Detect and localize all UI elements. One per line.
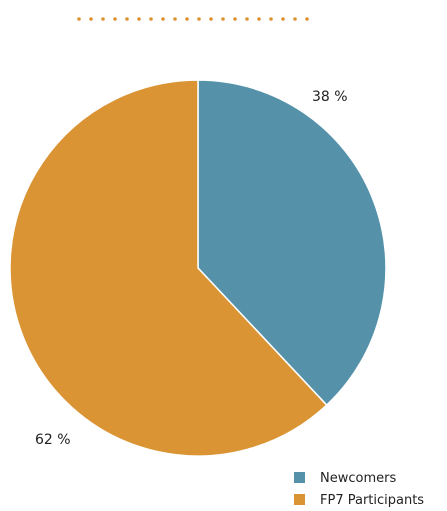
dotted-divider-dot	[173, 17, 177, 21]
dotted-divider-dot	[197, 17, 201, 21]
dotted-divider-dot	[89, 17, 93, 21]
dotted-divider-dot	[161, 17, 165, 21]
dotted-divider-dot	[101, 17, 105, 21]
dotted-divider-dot	[137, 17, 141, 21]
dotted-divider-dot	[77, 17, 81, 21]
dotted-divider-dot	[257, 17, 261, 21]
slice-labels: 38 % 62 %	[35, 89, 348, 448]
dotted-divider	[77, 17, 309, 21]
legend-item-newcomers: Newcomers	[294, 471, 396, 486]
dotted-divider-dot	[293, 17, 297, 21]
dotted-divider-dot	[185, 17, 189, 21]
dotted-divider-dot	[281, 17, 285, 21]
dotted-divider-dot	[113, 17, 117, 21]
dotted-divider-dot	[209, 17, 213, 21]
dotted-divider-dot	[305, 17, 309, 21]
legend-label-newcomers: Newcomers	[320, 471, 396, 486]
legend-swatch-newcomers	[294, 472, 305, 483]
pie-slices	[9, 79, 387, 457]
legend-label-fp7-participants: FP7 Participants	[320, 493, 424, 508]
dotted-divider-dot	[269, 17, 273, 21]
pie-slice-fp7-participants	[9, 79, 328, 457]
legend-item-fp7-participants: FP7 Participants	[294, 493, 424, 508]
slice-label-fp7-participants: 62 %	[35, 432, 71, 448]
legend-swatch-fp7-participants	[294, 494, 305, 505]
legend: Newcomers FP7 Participants	[294, 471, 424, 508]
dotted-divider-dot	[233, 17, 237, 21]
dotted-divider-dot	[149, 17, 153, 21]
pie-slice-newcomers	[197, 79, 387, 407]
dotted-divider-dot	[125, 17, 129, 21]
dotted-divider-dot	[221, 17, 225, 21]
dotted-divider-dot	[245, 17, 249, 21]
slice-label-newcomers: 38 %	[312, 89, 348, 105]
